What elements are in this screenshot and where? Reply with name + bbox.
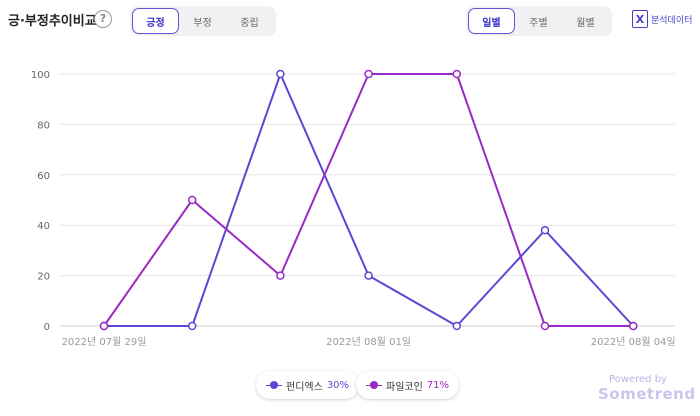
sentiment-toggle: 긍정 부정 중립 bbox=[130, 6, 276, 36]
series-line-1 bbox=[103, 73, 634, 327]
x-tick-label: 2022년 08월 04일 bbox=[591, 336, 676, 348]
legend-label: 파일코인 bbox=[386, 381, 423, 393]
y-tick-label: 20 bbox=[37, 272, 50, 283]
y-tick-label: 0 bbox=[44, 322, 50, 333]
powered-by-text: Powered by bbox=[609, 374, 667, 385]
legend-item-filecoin[interactable]: 파일코인 71% bbox=[356, 371, 460, 399]
excel-icon: X bbox=[632, 10, 648, 28]
tab-monthly[interactable]: 월별 bbox=[576, 17, 595, 29]
tab-weekly[interactable]: 주별 bbox=[529, 17, 548, 29]
data-point bbox=[540, 321, 550, 331]
x-tick-label: 2022년 08월 01일 bbox=[326, 336, 411, 348]
powered-by-logo: Powered by Sometrend bbox=[598, 374, 696, 403]
legend-marker-icon bbox=[266, 381, 282, 389]
legend-item-fundx[interactable]: 펀디엑스 30% bbox=[256, 371, 360, 399]
tab-negative[interactable]: 부정 bbox=[193, 17, 212, 29]
tab-positive[interactable]: 긍정 bbox=[132, 8, 179, 34]
data-point bbox=[364, 271, 373, 280]
data-point bbox=[540, 225, 550, 235]
data-point bbox=[628, 321, 638, 331]
data-point bbox=[187, 195, 197, 205]
help-icon[interactable]: ? bbox=[94, 10, 112, 28]
brand-name: Sometrend bbox=[598, 385, 696, 403]
chart-title: 긍·부정추이비교 bbox=[8, 14, 97, 29]
analysis-data-button[interactable]: X 분석데이터 bbox=[632, 10, 692, 28]
legend-percent: 71% bbox=[426, 379, 450, 391]
analysis-data-label: 분석데이터 bbox=[651, 15, 693, 26]
data-point bbox=[452, 321, 462, 331]
data-point bbox=[364, 69, 373, 79]
data-point bbox=[187, 321, 197, 331]
tab-neutral[interactable]: 중립 bbox=[240, 17, 259, 29]
data-point bbox=[99, 321, 109, 331]
data-point bbox=[452, 69, 462, 79]
y-tick-label: 100 bbox=[31, 70, 50, 81]
data-point bbox=[276, 69, 285, 79]
x-tick-label: 2022년 07월 29일 bbox=[62, 336, 147, 348]
y-tick-label: 40 bbox=[37, 221, 50, 232]
tab-daily[interactable]: 일별 bbox=[468, 8, 515, 34]
data-point bbox=[276, 271, 285, 280]
legend-label: 펀디엑스 bbox=[286, 381, 323, 393]
legend-percent: 30% bbox=[326, 379, 350, 391]
period-toggle: 일별 주별 월별 bbox=[466, 6, 612, 36]
series-line-0 bbox=[104, 73, 634, 327]
y-tick-label: 80 bbox=[37, 120, 50, 131]
legend-marker-icon bbox=[366, 381, 382, 389]
y-tick-label: 60 bbox=[37, 171, 50, 182]
